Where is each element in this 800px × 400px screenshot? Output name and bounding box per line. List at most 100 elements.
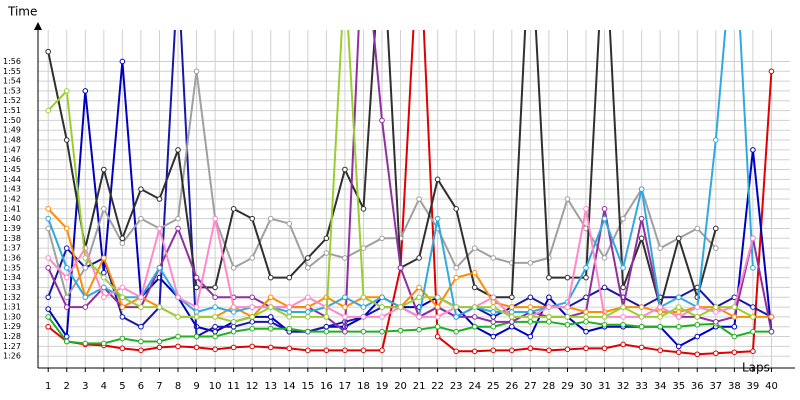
point	[583, 319, 589, 325]
point	[156, 338, 163, 345]
point	[379, 314, 385, 320]
x-tick-label: 36	[691, 381, 704, 392]
point	[119, 314, 126, 320]
x-tick-label: 26	[505, 381, 518, 392]
point	[657, 314, 663, 320]
point	[63, 294, 70, 301]
point	[416, 326, 422, 333]
point	[379, 235, 385, 242]
point	[453, 328, 459, 335]
y-tick-label: 1:30	[3, 312, 21, 321]
point	[434, 304, 441, 310]
point	[583, 264, 589, 271]
x-tick-label: 21	[413, 381, 426, 392]
point	[45, 107, 51, 114]
x-tick-label: 23	[450, 381, 463, 392]
point	[305, 255, 311, 261]
y-tick-label: 1:26	[3, 352, 21, 361]
x-tick-label: 14	[283, 381, 296, 392]
point	[305, 314, 311, 320]
point	[620, 304, 626, 310]
point	[267, 344, 274, 351]
point	[471, 323, 478, 330]
y-tick-label: 1:51	[3, 106, 21, 115]
y-tick-label: 1:39	[3, 224, 21, 233]
x-tick-label: 2	[64, 381, 70, 392]
point	[657, 304, 663, 310]
point	[230, 319, 237, 325]
point	[267, 304, 274, 310]
point	[119, 294, 126, 301]
point	[101, 269, 107, 276]
point	[249, 319, 255, 325]
point	[416, 196, 422, 202]
point	[101, 166, 107, 173]
point	[212, 294, 218, 301]
point	[230, 309, 237, 315]
point	[63, 274, 70, 281]
point	[305, 304, 311, 310]
point	[750, 314, 756, 320]
x-tick-label: 10	[209, 381, 222, 392]
y-tick-label: 1:42	[3, 195, 21, 204]
point	[694, 304, 701, 310]
x-tick-label: 40	[765, 381, 778, 392]
point	[731, 314, 738, 320]
point	[471, 304, 478, 310]
point	[379, 117, 385, 124]
point	[119, 235, 126, 242]
y-axis-title: Time	[7, 5, 37, 19]
series-line	[47, 30, 772, 339]
point	[564, 346, 571, 353]
point	[750, 264, 756, 271]
point	[768, 328, 775, 335]
point	[342, 304, 348, 310]
point	[675, 314, 682, 320]
point	[175, 343, 181, 350]
x-tick-label: 28	[543, 381, 556, 392]
point	[379, 347, 385, 354]
point	[620, 215, 626, 222]
point	[583, 309, 589, 315]
point	[305, 328, 311, 335]
point	[471, 269, 478, 276]
point	[675, 323, 682, 330]
point	[267, 325, 274, 332]
point	[397, 327, 404, 334]
point	[713, 319, 719, 325]
point	[527, 314, 534, 320]
point	[156, 196, 163, 202]
point	[193, 284, 200, 291]
x-tick-label: 19	[376, 381, 389, 392]
point	[156, 344, 163, 351]
point	[471, 284, 478, 291]
point	[564, 196, 571, 202]
x-tick-label: 5	[119, 381, 125, 392]
point	[193, 314, 200, 320]
point	[713, 350, 719, 357]
point	[342, 328, 348, 335]
y-tick-label: 1:41	[3, 204, 21, 213]
point	[638, 344, 645, 351]
point	[490, 347, 497, 354]
point	[230, 328, 237, 335]
point	[546, 274, 552, 281]
point	[546, 319, 552, 325]
point	[620, 264, 626, 271]
x-tick-label: 35	[672, 381, 685, 392]
point	[175, 147, 181, 153]
point	[323, 235, 330, 242]
point	[360, 328, 367, 335]
point	[453, 304, 459, 310]
point	[509, 309, 515, 315]
x-tick-label: 9	[193, 381, 199, 392]
point	[509, 294, 515, 301]
point	[193, 333, 200, 340]
point	[490, 299, 497, 305]
point	[490, 333, 497, 340]
point	[527, 304, 534, 310]
point	[267, 319, 274, 325]
point	[119, 304, 126, 310]
